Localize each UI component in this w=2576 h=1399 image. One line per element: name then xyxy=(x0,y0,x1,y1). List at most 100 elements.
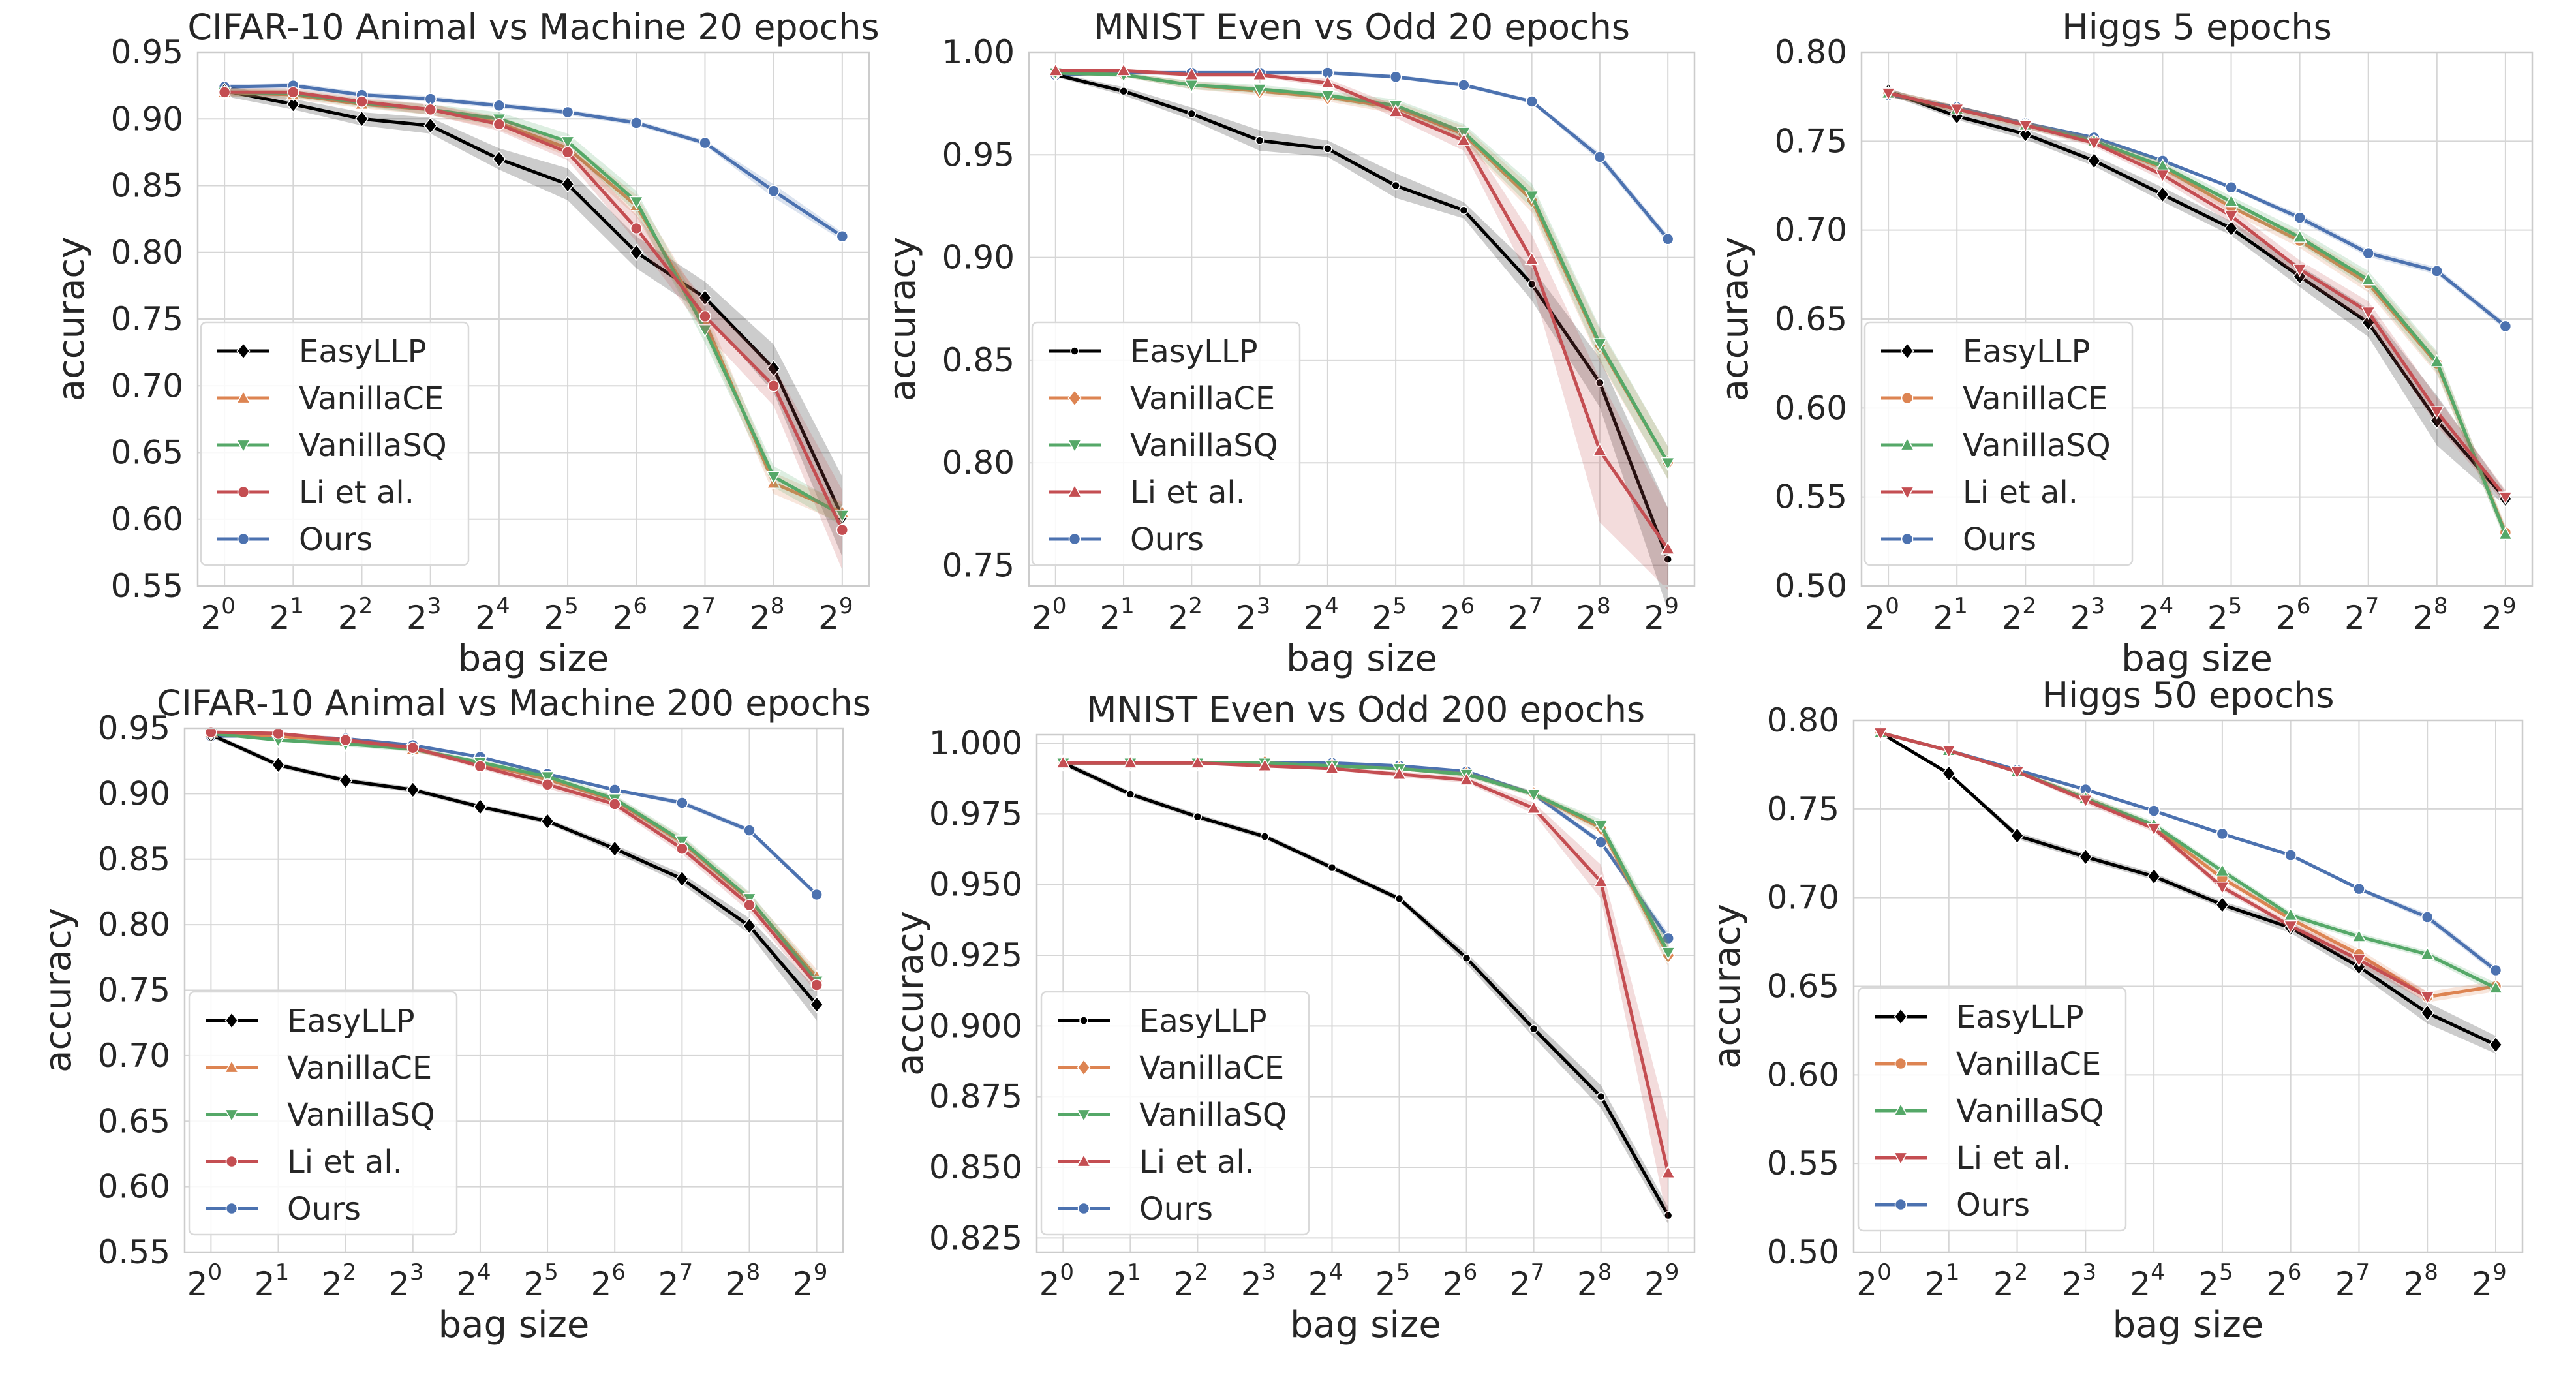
tick-base: 2 xyxy=(1577,1265,1598,1303)
x-tick-label: 27 xyxy=(2344,593,2379,637)
y-tick-label: 0.80 xyxy=(111,234,183,271)
tick-exponent: 2 xyxy=(2022,593,2036,619)
data-point xyxy=(1394,894,1404,904)
data-point xyxy=(560,176,575,193)
data-point xyxy=(2010,766,2025,780)
x-tick-label: 28 xyxy=(1576,593,1610,637)
legend-label: VanillaSQ xyxy=(1139,1097,1287,1133)
data-point xyxy=(2419,991,2435,1005)
tick-exponent: 7 xyxy=(2356,1259,2370,1285)
tick-exponent: 7 xyxy=(679,1259,693,1285)
tick-base: 2 xyxy=(681,599,702,637)
data-point xyxy=(2224,219,2239,238)
legend-label: VanillaSQ xyxy=(287,1097,435,1133)
data-point xyxy=(1949,103,1965,117)
data-point xyxy=(2429,354,2445,367)
data-point xyxy=(1458,79,1470,91)
y-axis-label: accuracy xyxy=(1706,904,1749,1069)
tick-exponent: 6 xyxy=(1460,593,1475,619)
y-tick-label: 1.000 xyxy=(929,724,1022,762)
x-tick-label: 20 xyxy=(187,1259,222,1303)
x-tick-label: 23 xyxy=(1241,1259,1276,1303)
data-point xyxy=(356,95,368,108)
y-tick-label: 0.65 xyxy=(98,1102,170,1140)
tick-base: 2 xyxy=(2344,599,2365,637)
x-tick-label: 20 xyxy=(200,593,235,637)
x-tick-label: 28 xyxy=(750,593,784,637)
tick-exponent: 9 xyxy=(1664,593,1679,619)
tick-base: 2 xyxy=(1933,599,1954,637)
tick-base: 2 xyxy=(544,599,564,637)
series-li-et-al xyxy=(1873,727,2435,1005)
y-tick-label: 0.950 xyxy=(929,866,1022,904)
x-tick-label: 23 xyxy=(389,1259,423,1303)
tick-exponent: 4 xyxy=(2160,593,2174,619)
x-tick-label: 24 xyxy=(456,1259,491,1303)
tick-base: 2 xyxy=(200,599,221,637)
legend-marker xyxy=(236,390,251,404)
data-point xyxy=(1462,953,1471,963)
x-tick-label: 29 xyxy=(818,593,853,637)
data-point xyxy=(1193,812,1203,822)
y-tick-label: 0.70 xyxy=(98,1037,170,1075)
chart-title: MNIST Even vs Odd 200 epochs xyxy=(1086,689,1645,730)
tick-base: 2 xyxy=(1925,1265,1946,1303)
data-point xyxy=(474,760,487,773)
data-point xyxy=(2284,849,2297,861)
data-point xyxy=(810,996,824,1013)
data-point xyxy=(1126,790,1135,799)
tick-base: 2 xyxy=(523,1265,544,1303)
x-tick-label: 24 xyxy=(2139,593,2173,637)
tick-exponent: 6 xyxy=(633,593,647,619)
legend-label: Li et al. xyxy=(1139,1144,1255,1180)
data-point xyxy=(424,103,437,116)
data-point xyxy=(492,150,506,168)
x-tick-label: 27 xyxy=(1510,1259,1544,1303)
confidence-band xyxy=(1880,731,2496,994)
tick-base: 2 xyxy=(254,1265,275,1303)
chart-title: Higgs 50 epochs xyxy=(2042,675,2335,716)
x-tick-label: 23 xyxy=(2070,593,2105,637)
series-line xyxy=(1063,761,1670,1174)
legend-marker xyxy=(1893,1152,1909,1165)
data-point xyxy=(271,756,285,774)
legend-item: Ours xyxy=(217,521,373,558)
legend: EasyLLP VanillaCE VanillaSQ Li et al. Ours xyxy=(1863,321,2134,566)
x-axis-label: bag size xyxy=(2121,638,2273,680)
data-point xyxy=(1592,442,1608,456)
data-point xyxy=(1123,755,1138,769)
legend-item: VanillaCE xyxy=(1058,1050,1284,1086)
tick-exponent: 9 xyxy=(2502,593,2517,619)
y-tick-label: 0.85 xyxy=(111,167,183,205)
data-point xyxy=(2489,964,2502,977)
tick-exponent: 2 xyxy=(343,1259,357,1285)
data-point xyxy=(767,360,781,377)
x-tick-label: 20 xyxy=(1856,1259,1891,1303)
y-tick-label: 0.850 xyxy=(929,1148,1022,1186)
x-tick-label: 26 xyxy=(613,593,647,637)
y-tick-label: 0.70 xyxy=(1775,211,1847,249)
legend-marker xyxy=(1893,1103,1909,1116)
data-point xyxy=(1942,765,1956,782)
tick-base: 2 xyxy=(475,599,496,637)
legend-box xyxy=(1031,321,1301,566)
series-line xyxy=(1055,71,1670,464)
legend-item: VanillaSQ xyxy=(1049,427,1278,464)
legend-item: Ours xyxy=(1881,521,2036,558)
tick-exponent: 6 xyxy=(2297,593,2311,619)
tick-exponent: 3 xyxy=(2091,593,2105,619)
data-point xyxy=(355,110,369,128)
series-li-et-al xyxy=(1056,755,1676,1224)
legend-item: Ours xyxy=(206,1191,361,1227)
legend-item: EasyLLP xyxy=(1049,333,1258,370)
y-axis-label: accuracy xyxy=(882,237,924,402)
data-point xyxy=(561,106,574,119)
tick-exponent: 0 xyxy=(1877,1259,1892,1285)
tick-base: 2 xyxy=(1372,599,1392,637)
legend-label: Li et al. xyxy=(299,474,414,511)
legend-label: EasyLLP xyxy=(1963,333,2091,370)
x-tick-label: 24 xyxy=(475,593,510,637)
y-tick-label: 0.60 xyxy=(98,1168,170,1206)
data-point xyxy=(1252,67,1267,80)
